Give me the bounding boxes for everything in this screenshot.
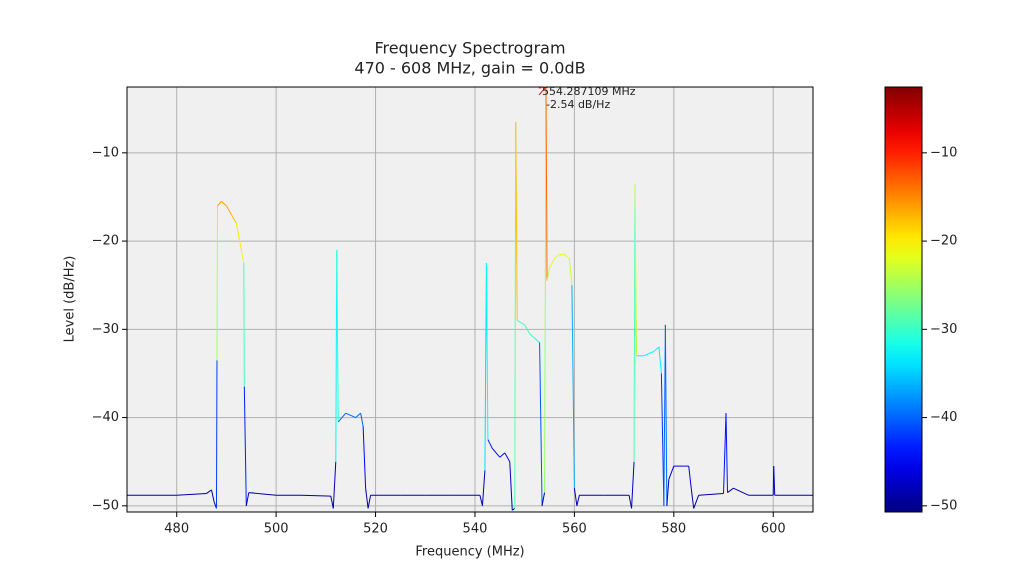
colorbar-tick-label: −40 — [930, 410, 957, 425]
x-tick-label: 480 — [164, 522, 189, 537]
x-tick-label: 540 — [463, 522, 488, 537]
x-tick-label: 600 — [761, 522, 786, 537]
colorbar — [885, 87, 922, 512]
y-tick-label: −50 — [92, 498, 119, 513]
colorbar-tick-label: −10 — [930, 145, 957, 160]
x-axis-label: Frequency (MHz) — [415, 545, 524, 560]
colorbar-tick-label: −50 — [930, 498, 957, 513]
x-tick-label: 500 — [264, 522, 289, 537]
chart-subtitle: 470 - 608 MHz, gain = 0.0dB — [354, 59, 585, 78]
colorbar-tick-label: −30 — [930, 322, 957, 337]
y-tick-label: −10 — [92, 145, 119, 160]
y-tick-label: −40 — [92, 410, 119, 425]
annotation-text: 554.287109 MHz — [542, 85, 636, 98]
plot-area — [127, 87, 813, 512]
y-tick-label: −30 — [92, 322, 119, 337]
x-tick-label: 560 — [562, 522, 587, 537]
y-tick-label: −20 — [92, 234, 119, 249]
annotation-text: -2.54 dB/Hz — [546, 98, 610, 111]
x-tick-label: 520 — [363, 522, 388, 537]
x-tick-label: 580 — [661, 522, 686, 537]
colorbar-tick-label: −20 — [930, 234, 957, 249]
chart-title: Frequency Spectrogram — [374, 39, 565, 58]
y-axis-label: Level (dB/Hz) — [63, 256, 78, 343]
